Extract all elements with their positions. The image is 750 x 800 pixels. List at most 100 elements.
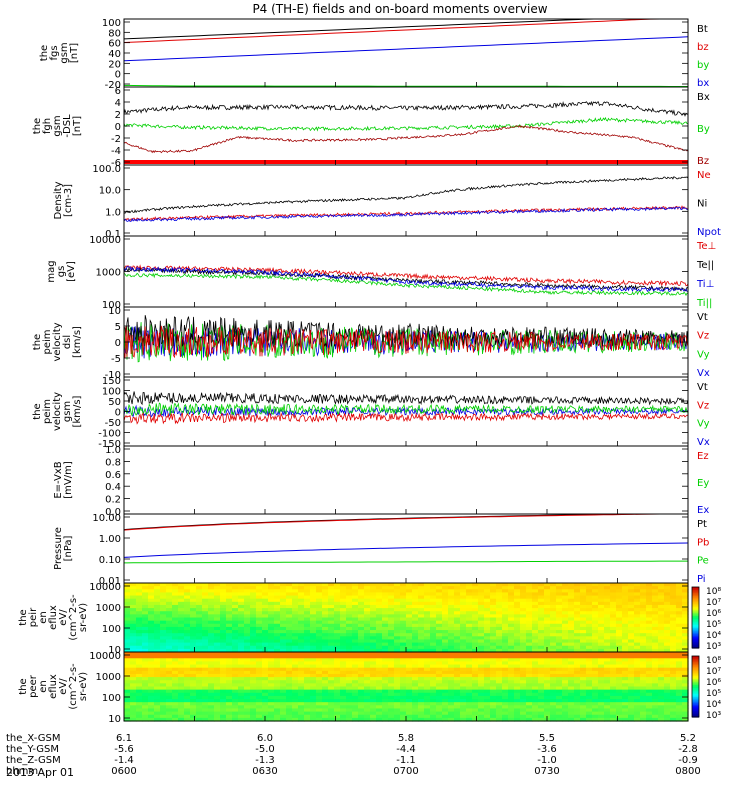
heatmap-cell [322,586,329,590]
heatmap-cell [550,689,557,694]
heatmap-cell [472,586,479,590]
heatmap-cell [412,677,419,681]
heatmap-cell [370,617,377,622]
heatmap-cell [634,670,641,675]
heatmap-cell [502,673,509,678]
heatmap-cell [136,611,143,615]
heatmap-cell [316,636,323,641]
heatmap-cell [400,595,407,600]
heatmap-cell [544,617,551,622]
heatmap-cell [508,626,515,631]
heatmap-cell [484,702,491,706]
heatmap-cell [430,595,437,600]
heatmap-cell [532,645,539,650]
heatmap-cell [532,642,539,647]
heatmap-cell [580,717,587,722]
heatmap-cell [184,645,191,650]
heatmap-cell [172,583,179,587]
heatmap-cell [382,673,389,678]
heatmap-cell [136,686,143,691]
heatmap-cell [232,595,239,600]
colorbar-cell [692,608,699,611]
heatmap-cell [550,604,557,609]
heatmap-cell [526,639,533,644]
heatmap-cell [154,636,161,641]
heatmap-cell [670,645,677,650]
colorbar-cell [692,691,699,694]
heatmap-cell [316,642,323,647]
heatmap-cell [154,655,161,659]
heatmap-cell [556,680,563,684]
heatmap-cell [412,667,419,672]
heatmap-cell [640,586,647,590]
heatmap-cell [550,664,557,669]
heatmap-cell [574,661,581,666]
heatmap-cell [124,699,131,703]
heatmap-cell [364,608,371,612]
heatmap-cell [334,714,341,719]
heatmap-cell [352,592,359,597]
heatmap-cell [160,714,167,719]
heatmap-cell [172,664,179,669]
heatmap-cell [568,598,575,603]
series-line [123,206,689,222]
heatmap-cell [148,604,155,609]
heatmap-cell [166,633,173,637]
heatmap-cell [484,708,491,713]
heatmap-cell [226,611,233,615]
heatmap-cell [388,633,395,637]
heatmap-cell [190,667,197,672]
heatmap-cell [448,680,455,684]
heatmap-cell [604,601,611,606]
heatmap-cell [616,589,623,594]
heatmap-cell [424,677,431,681]
heatmap-cell [460,620,467,625]
legend-entry: bz [697,42,709,53]
heatmap-cell [592,614,599,619]
heatmap-cell [220,670,227,675]
heatmap-cell [340,592,347,597]
heatmap-cell [586,705,593,710]
heatmap-cell [244,686,251,691]
heatmap-cell [370,677,377,681]
heatmap-cell [574,604,581,609]
heatmap-cell [400,692,407,697]
heatmap-cell [526,673,533,678]
heatmap-cell [682,611,689,615]
heatmap-cell [238,608,245,612]
heatmap-cell [364,595,371,600]
heatmap-cell [250,595,257,600]
heatmap-cell [310,711,317,716]
heatmap-cell [286,670,293,675]
heatmap-cell [148,623,155,628]
heatmap-cell [244,677,251,681]
heatmap-cell [250,648,257,653]
heatmap-cell [286,714,293,719]
heatmap-cell [388,667,395,672]
heatmap-cell [652,583,659,587]
heatmap-cell [304,692,311,697]
heatmap-cell [628,652,635,656]
heatmap-cell [478,661,485,666]
heatmap-cell [538,661,545,666]
heatmap-cell [520,661,527,666]
heatmap-cell [274,604,281,609]
legend-entry: Pi [697,574,706,585]
heatmap-cell [370,689,377,694]
colorbar-cell [692,671,699,674]
heatmap-cell [238,658,245,663]
heatmap-cell [178,583,185,587]
heatmap-cell [580,586,587,590]
heatmap-cell [568,614,575,619]
heatmap-cell [238,645,245,650]
heatmap-cell [334,604,341,609]
heatmap-cell [520,699,527,703]
heatmap-cell [250,626,257,631]
heatmap-cell [640,717,647,722]
heatmap-cell [418,626,425,631]
heatmap-cell [166,711,173,716]
heatmap-cell [562,683,569,688]
heatmap-cell [394,680,401,684]
heatmap-cell [580,680,587,684]
